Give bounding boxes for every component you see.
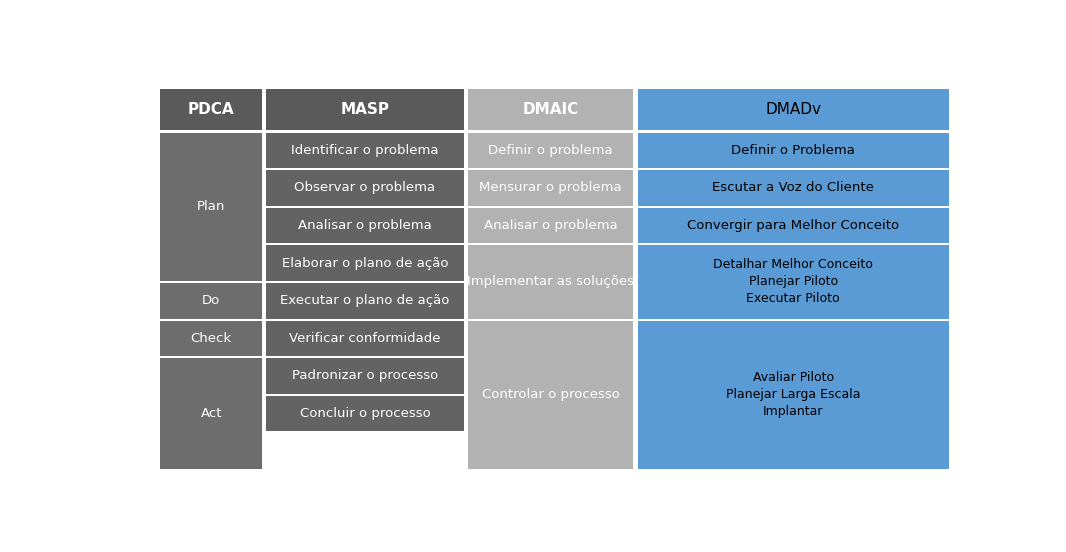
Bar (266, 208, 464, 243)
Bar (266, 396, 464, 431)
Text: Implementar as soluções: Implementar as soluções (467, 275, 634, 289)
Text: DMAIC: DMAIC (522, 102, 579, 117)
Text: Definir o problema: Definir o problema (488, 144, 613, 157)
Bar (468, 246, 633, 319)
Text: Elaborar o plano de ação: Elaborar o plano de ação (281, 257, 449, 269)
Text: Definir o Problema: Definir o Problema (731, 144, 855, 157)
Bar (266, 358, 464, 394)
Text: Verificar conformidade: Verificar conformidade (289, 332, 440, 345)
Text: PDCA: PDCA (188, 102, 235, 117)
Text: Avaliar Piloto
Planejar Larga Escala
Implantar: Avaliar Piloto Planejar Larga Escala Imp… (726, 371, 860, 418)
Bar (266, 170, 464, 206)
Text: Escutar a Voz do Cliente: Escutar a Voz do Cliente (712, 182, 874, 194)
Text: Convergir para Melhor Conceito: Convergir para Melhor Conceito (688, 219, 900, 232)
Bar (637, 88, 949, 130)
Bar (468, 88, 633, 130)
Bar (468, 170, 633, 206)
Bar (637, 170, 949, 206)
Bar (266, 283, 464, 319)
Text: Concluir o processo: Concluir o processo (300, 407, 431, 420)
Text: Mensurar o problema: Mensurar o problema (480, 182, 621, 194)
Text: DMADv: DMADv (765, 102, 821, 117)
Bar (160, 88, 262, 130)
Text: Analisar o problema: Analisar o problema (484, 219, 617, 232)
Text: Identificar o problema: Identificar o problema (291, 144, 439, 157)
Text: Plan: Plan (197, 200, 225, 213)
Bar (266, 321, 464, 356)
Text: Executar o plano de ação: Executar o plano de ação (280, 294, 450, 307)
Text: Observar o problema: Observar o problema (294, 182, 436, 194)
Text: MASP: MASP (340, 102, 389, 117)
Text: Check: Check (191, 332, 231, 345)
Bar (160, 283, 262, 319)
Text: Controlar o processo: Controlar o processo (482, 388, 619, 401)
Bar (468, 208, 633, 243)
Bar (468, 321, 633, 469)
Bar (637, 132, 949, 168)
Bar (468, 132, 633, 168)
Text: Act: Act (200, 407, 222, 420)
Bar (160, 358, 262, 469)
Text: Analisar o problema: Analisar o problema (298, 219, 432, 232)
Bar (266, 132, 464, 168)
Bar (160, 132, 262, 281)
Bar (637, 246, 949, 319)
Bar (266, 88, 464, 130)
Bar (637, 321, 949, 469)
Text: Detalhar Melhor Conceito
Planejar Piloto
Executar Piloto: Detalhar Melhor Conceito Planejar Piloto… (713, 258, 873, 305)
Text: Do: Do (203, 294, 221, 307)
Text: Padronizar o processo: Padronizar o processo (292, 369, 438, 383)
Bar (266, 246, 464, 281)
Bar (637, 208, 949, 243)
Bar (160, 321, 262, 356)
